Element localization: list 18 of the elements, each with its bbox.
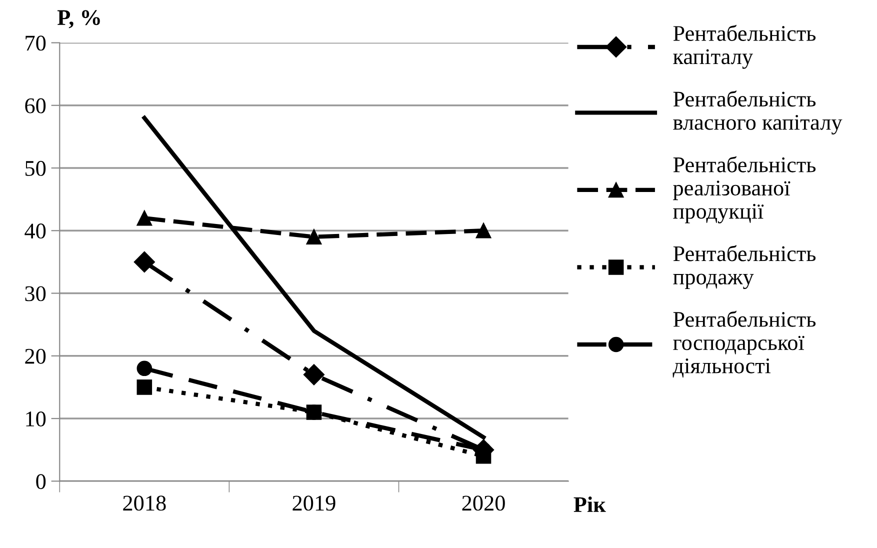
y-tick-label: 10: [26, 411, 46, 426]
legend-label: Рентабельність продажу: [673, 245, 816, 290]
y-tick-label: 0: [36, 474, 46, 490]
legend-label: Рентабельність власного капіталу: [673, 90, 842, 134]
y-axis-title: P, %: [57, 10, 100, 28]
y-tick-label: 50: [26, 160, 46, 176]
y-tick-label: 20: [25, 348, 46, 364]
y-tick-label: 70: [26, 36, 46, 51]
y-tick-label: 60: [25, 98, 46, 114]
x-tick-label: 2018: [123, 496, 166, 511]
y-tick-label: 30: [25, 286, 46, 302]
legend-label: Рентабельність реалізованої продукції: [673, 156, 816, 224]
legend-label: Рентабельність капіталу: [673, 24, 816, 69]
x-tick-label: 2020: [462, 496, 505, 511]
x-tick-label: 2019: [292, 496, 336, 511]
legend-label: Рентабельність господарської діяльності: [672, 310, 816, 378]
y-tick-label: 40: [24, 224, 46, 239]
x-axis-title: Рік: [574, 496, 606, 512]
